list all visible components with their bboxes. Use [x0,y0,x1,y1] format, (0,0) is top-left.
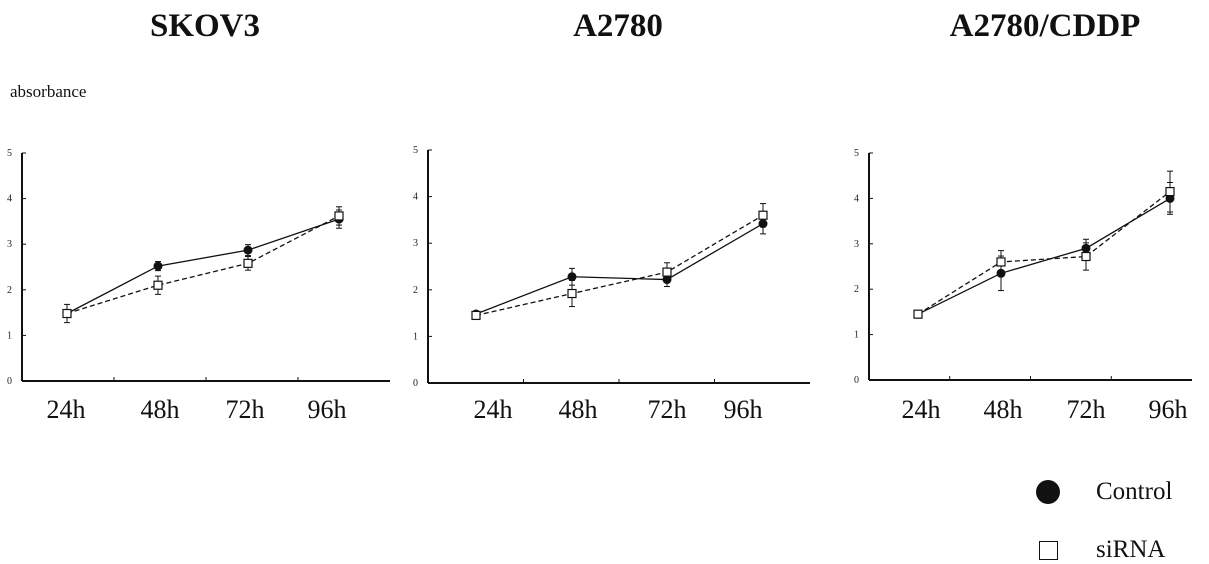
series-line-sirna [475,214,764,317]
y-tick-label: 4 [7,194,12,205]
y-tick-label: 5 [854,148,859,159]
data-point-sirna [913,309,923,319]
data-point-control [153,261,163,271]
series-line-control [475,223,764,315]
x-category-label: 96h [308,395,347,424]
y-tick-label: 1 [7,330,12,341]
data-point-sirna [758,210,768,220]
data-point-sirna [334,211,344,221]
y-tick-label: 0 [413,378,418,389]
chart-title-skov3: SKOV3 [149,8,261,44]
x-category-label: 72h [226,395,265,424]
x-category-label: 24h [47,395,86,424]
y-tick-label: 3 [854,239,859,250]
series-line-control [917,197,1171,315]
y-tick-label: 4 [854,193,859,204]
data-point-sirna [567,288,577,299]
y-tick-label: 2 [413,285,418,296]
y-tick-label: 0 [854,375,859,386]
x-category-label: 96h [1149,395,1188,424]
chart-title-a2780: A2780 [573,8,663,44]
series-line-control [66,218,340,315]
y-axis-label: absorbance [10,82,87,101]
chart-title-a2780-cddp: A2780/CDDP [949,8,1141,44]
data-point-sirna [153,280,163,290]
series-line-sirna [66,215,340,315]
y-tick-label: 5 [7,148,12,159]
legend-item-control: Control [1028,478,1172,506]
data-point-sirna [1165,186,1175,197]
x-category-label: 24h [474,395,513,424]
y-tick-label: 5 [413,145,418,156]
series-line-sirna [917,191,1171,315]
legend-item-sirna: siRNA [1028,536,1165,564]
data-point-control [567,272,577,282]
data-point-sirna [1081,251,1091,262]
data-point-sirna [662,267,672,277]
open-square-icon [1028,540,1068,560]
legend-label-sirna: siRNA [1096,536,1166,563]
x-category-label: 72h [648,395,687,424]
y-tick-label: 2 [854,284,859,295]
y-tick-label: 3 [7,239,12,250]
y-tick-label: 4 [413,192,418,203]
data-point-sirna [62,308,72,319]
y-tick-label: 3 [413,238,418,249]
data-point-sirna [996,257,1006,267]
x-category-label: 72h [1067,395,1106,424]
legend-label-control: Control [1096,478,1173,505]
data-point-control [243,245,253,255]
data-point-sirna [471,310,481,321]
y-tick-label: 2 [7,285,12,296]
y-tick-label: 1 [854,330,859,341]
x-category-label: 24h [902,395,941,424]
y-tick-label: 1 [413,331,418,342]
y-tick-label: 0 [7,376,12,387]
x-category-label: 96h [724,395,763,424]
filled-circle-icon [1028,480,1068,504]
x-category-label: 48h [984,395,1023,424]
x-category-label: 48h [559,395,598,424]
data-point-sirna [243,258,253,268]
x-category-label: 48h [141,395,180,424]
